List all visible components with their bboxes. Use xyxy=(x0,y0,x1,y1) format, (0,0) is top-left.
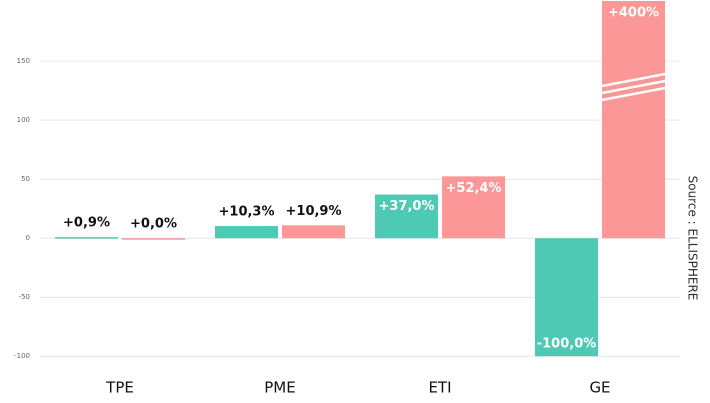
x-tick-label: PME xyxy=(264,379,295,397)
bar xyxy=(535,238,598,357)
bar xyxy=(282,225,345,239)
bar xyxy=(442,176,505,239)
y-tick-label: 150 xyxy=(17,57,30,65)
x-tick-label: GE xyxy=(589,379,610,397)
axis-break xyxy=(601,79,666,95)
source: Source : ELLISPHERE xyxy=(686,176,700,301)
value-label: +52,4% xyxy=(446,181,502,196)
bar xyxy=(602,1,665,239)
bar xyxy=(215,226,278,239)
value-label: +0,9% xyxy=(63,216,110,231)
value-label: +10,3% xyxy=(219,205,275,220)
y-tick-label: -100 xyxy=(14,352,30,360)
bar xyxy=(375,194,438,239)
y-tick-label: 50 xyxy=(21,175,30,183)
value-label: -100,0% xyxy=(537,337,597,352)
value-label: +10,9% xyxy=(286,204,342,219)
x-tick-label: TPE xyxy=(105,379,134,397)
y-tick-label: -50 xyxy=(19,293,30,301)
value-label: +37,0% xyxy=(379,199,435,214)
axis-break xyxy=(601,72,666,88)
y-tick-label: 0 xyxy=(26,234,30,242)
x-tick-label: ETI xyxy=(428,379,451,397)
y-tick-label: 100 xyxy=(17,116,30,124)
bar xyxy=(122,238,185,240)
axis-break xyxy=(601,86,666,102)
value-label: +400% xyxy=(608,6,659,21)
value-label: +0,0% xyxy=(130,217,177,232)
bar xyxy=(55,237,118,239)
